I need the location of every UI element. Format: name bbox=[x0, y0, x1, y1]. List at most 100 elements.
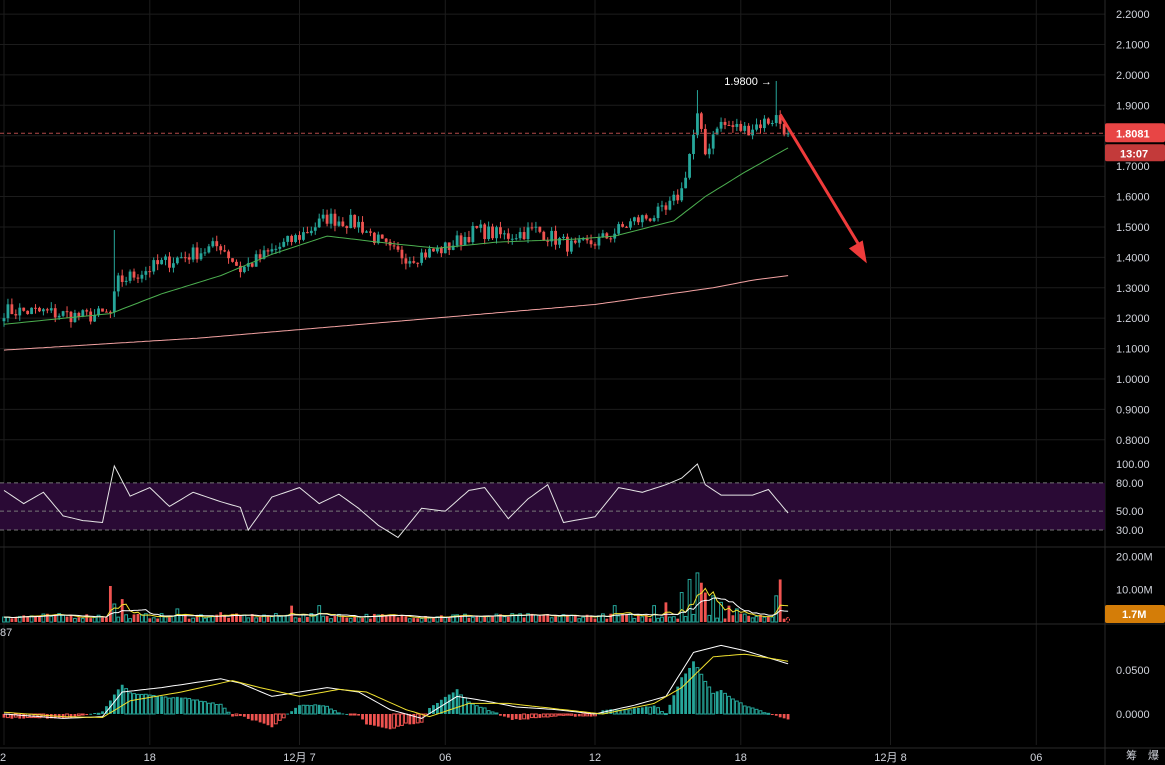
candle-body bbox=[353, 214, 357, 228]
candle-body bbox=[207, 246, 211, 253]
macd-hist-bar bbox=[163, 696, 168, 715]
volume-bar bbox=[239, 615, 242, 622]
macd-hist-bar bbox=[37, 713, 42, 719]
candle-body bbox=[231, 258, 234, 262]
volume-bar bbox=[41, 613, 46, 623]
candle-body bbox=[404, 258, 408, 264]
macd-hist-bar bbox=[545, 713, 550, 718]
volume-bar bbox=[600, 613, 605, 623]
macd-hist-bar bbox=[120, 684, 124, 714]
macd-hist-bar bbox=[644, 706, 648, 714]
macd-hist-bar bbox=[258, 714, 262, 723]
volume-bar bbox=[69, 615, 73, 622]
macd-hist-bar bbox=[688, 667, 691, 714]
candle-body bbox=[412, 261, 416, 263]
macd-hist-bar bbox=[451, 692, 455, 714]
candle-body bbox=[140, 274, 144, 279]
volume-bar bbox=[652, 605, 657, 623]
volume-bar bbox=[636, 614, 640, 622]
volume-bar bbox=[80, 618, 85, 623]
volume-bar bbox=[467, 617, 471, 622]
volume-bar bbox=[53, 614, 57, 622]
candle-body bbox=[384, 238, 388, 242]
volume-bar bbox=[660, 616, 664, 623]
candle-body bbox=[85, 310, 89, 312]
candle-body bbox=[10, 304, 14, 315]
candle-body bbox=[727, 124, 731, 126]
candle-body bbox=[471, 225, 475, 243]
macd-hist-bar bbox=[782, 714, 786, 719]
time-tick-label: 06 bbox=[439, 752, 451, 764]
countdown-label: 13:07 bbox=[1120, 148, 1148, 160]
macd-hist-bar bbox=[778, 714, 782, 718]
candle-body bbox=[57, 315, 61, 318]
volume-bar bbox=[522, 617, 526, 622]
macd-hist-bar bbox=[143, 693, 148, 715]
candle-body bbox=[357, 221, 360, 228]
chips-button[interactable]: 筹 bbox=[1126, 750, 1137, 762]
volume-bar bbox=[731, 615, 735, 622]
volume-bar bbox=[538, 615, 542, 622]
volume-bar bbox=[566, 614, 569, 622]
volume-bar bbox=[774, 595, 779, 623]
candle-body bbox=[34, 307, 37, 309]
macd-hist-bar bbox=[432, 705, 435, 714]
volume-bar bbox=[396, 617, 400, 622]
volume-bar bbox=[486, 616, 491, 623]
macd-hist-bar bbox=[699, 673, 704, 715]
grid bbox=[0, 0, 1105, 745]
volume-bar bbox=[353, 615, 357, 622]
macd-hist-bar bbox=[723, 692, 727, 715]
liquidation-button[interactable]: 爆 bbox=[1148, 750, 1159, 762]
macd-hist-bar bbox=[534, 713, 538, 719]
candle-body bbox=[479, 224, 483, 228]
candle-body bbox=[774, 115, 778, 124]
macd-hist-bar bbox=[10, 714, 14, 719]
forecast-arrow-head bbox=[848, 240, 867, 264]
candle-body bbox=[617, 224, 621, 234]
macd-hist-bar bbox=[298, 705, 301, 714]
macd-hist-bar bbox=[380, 714, 384, 728]
macd-hist-bar bbox=[400, 713, 404, 726]
macd-hist-bar bbox=[624, 709, 629, 715]
candle-body bbox=[215, 241, 219, 247]
volume-bar bbox=[766, 616, 770, 622]
candle-body bbox=[755, 124, 758, 130]
volume-bar bbox=[609, 613, 613, 622]
candle-body bbox=[152, 260, 156, 272]
macd-hist-bar bbox=[506, 714, 510, 718]
volume-bar bbox=[424, 616, 427, 622]
volume-bar bbox=[605, 618, 609, 622]
candle-body bbox=[69, 311, 73, 323]
rsi-tick-label: 100.00 bbox=[1116, 459, 1150, 471]
macd-hist-bar bbox=[250, 714, 254, 721]
candle-body bbox=[30, 307, 33, 315]
macd-hist-bar bbox=[569, 713, 574, 716]
macd-hist-bar bbox=[490, 711, 495, 715]
candle-body bbox=[132, 271, 136, 278]
price-tick-label: 0.8000 bbox=[1116, 435, 1150, 447]
volume-bar bbox=[345, 617, 349, 622]
volume-bar bbox=[392, 614, 396, 622]
volume-bar bbox=[148, 618, 152, 622]
macd-hist-bar bbox=[112, 694, 116, 714]
current-price-label: 1.8081 bbox=[1116, 128, 1150, 140]
macd-tick-label: 0.0000 bbox=[1116, 709, 1150, 721]
current-price-pill bbox=[1105, 123, 1165, 143]
candle-body bbox=[333, 213, 337, 226]
candle-body bbox=[625, 226, 628, 228]
volume-bar bbox=[17, 615, 22, 623]
macd-hist-bar bbox=[199, 700, 203, 715]
volume-bar bbox=[679, 592, 684, 623]
candle-body bbox=[195, 247, 199, 260]
macd-hist-bar bbox=[530, 713, 534, 719]
candle-body bbox=[672, 194, 676, 201]
macd-hist-bar bbox=[191, 699, 196, 715]
candle-body bbox=[636, 217, 640, 223]
volume-bar bbox=[116, 616, 121, 623]
volume-bar bbox=[419, 617, 424, 623]
macd-hist-bar bbox=[746, 706, 751, 715]
volume-bar bbox=[699, 582, 703, 622]
candle-body bbox=[739, 123, 743, 131]
